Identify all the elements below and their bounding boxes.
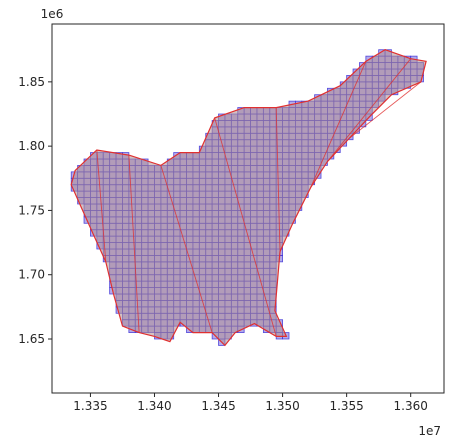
y-tick-label: 1.85 (18, 75, 45, 89)
axes-frame (51, 23, 445, 394)
district-boundary (348, 81, 422, 139)
district-boundary (214, 117, 277, 337)
x-tick-label: 1.360 (394, 399, 428, 413)
x-tick-label: 1.355 (329, 399, 363, 413)
x-tick-label: 1.345 (201, 399, 235, 413)
district-boundary (96, 149, 107, 262)
district-polygon-layer (70, 49, 427, 347)
y-tick-label: 1.80 (18, 139, 45, 153)
district-boundary (128, 155, 140, 333)
x-tick-label: 1.335 (73, 399, 107, 413)
y-tick-label: 1.70 (18, 268, 45, 282)
y-offset-label: 1e6 (41, 7, 64, 21)
y-axis: 1.65 1.70 1.75 1.80 1.85 (18, 75, 52, 346)
x-tick-label: 1.350 (265, 399, 299, 413)
district-boundary (327, 58, 412, 162)
x-offset-label: 1e7 (418, 424, 441, 438)
y-tick-label: 1.65 (18, 332, 45, 346)
y-tick-label: 1.75 (18, 203, 45, 217)
x-axis: 1.335 1.340 1.345 1.350 1.355 1.360 (73, 393, 428, 413)
district-boundary (275, 107, 281, 252)
region-polygon (70, 49, 427, 347)
x-tick-label: 1.340 (137, 399, 171, 413)
district-boundary (160, 165, 213, 333)
district-boundary (310, 61, 367, 188)
plot-area (70, 49, 427, 347)
